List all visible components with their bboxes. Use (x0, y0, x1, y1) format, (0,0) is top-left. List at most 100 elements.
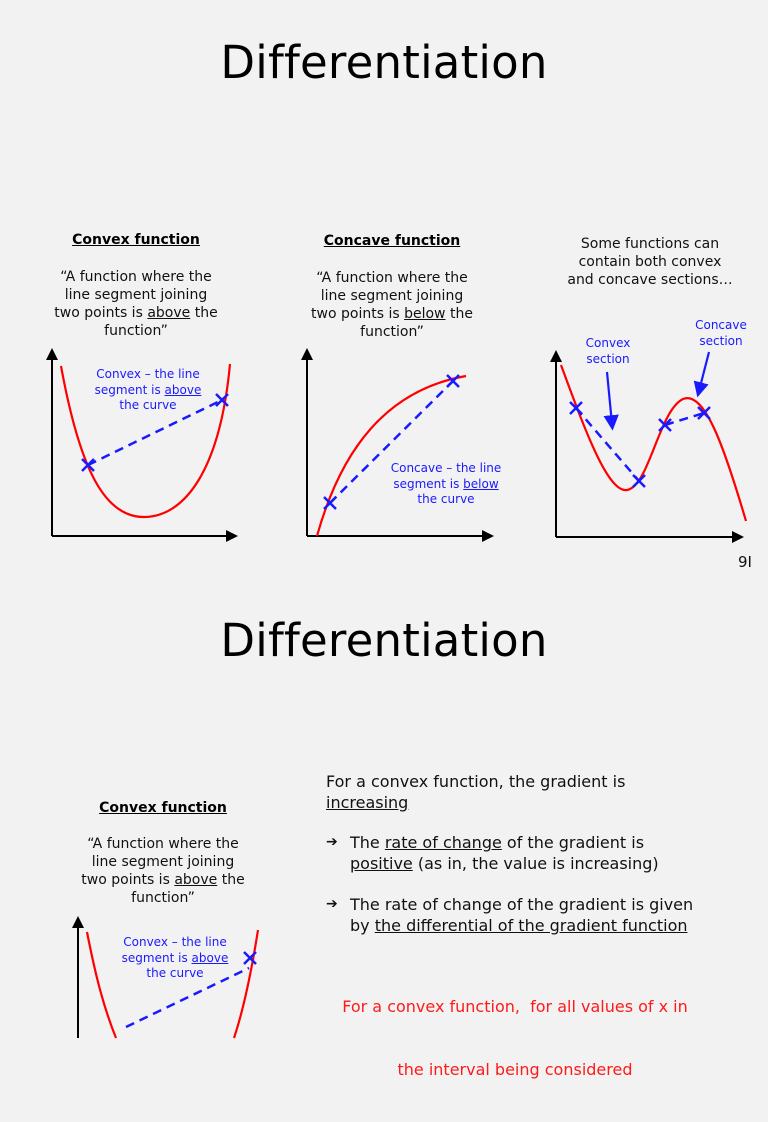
bullet-item: ➔ The rate of change of the gradient is … (326, 894, 766, 936)
note-line: Concave – the line (390, 461, 502, 475)
bullet-text: The rate of change of the gradient is gi… (350, 894, 693, 936)
slide-title: Differentiation (220, 614, 548, 667)
text: The (350, 833, 385, 852)
note-line: the curve (119, 398, 177, 412)
convex-heading: Convex function (72, 232, 200, 248)
concave-heading: Concave function (323, 233, 461, 249)
cross-marker-icon (81, 458, 95, 472)
conclusion-line: the interval being considered (397, 1060, 633, 1079)
note-line: segment is below (366, 477, 526, 493)
convex-definition: “A function where the line segment joini… (63, 835, 263, 907)
emphasis: below (404, 306, 446, 322)
quote-line: “A function where the (87, 836, 239, 852)
quote-line: two points is above the (63, 871, 263, 889)
cross-marker-icon (569, 401, 583, 415)
slide-title: Differentiation (220, 36, 548, 89)
concave-chord-segment (664, 411, 705, 427)
convex-definition: “A function where the line segment joini… (36, 268, 236, 340)
cross-marker-icon (215, 393, 229, 407)
quote-line: two points is above the (36, 304, 236, 322)
intro-line: For a convex function, the gradient is (326, 772, 626, 791)
text: two points is (81, 872, 175, 888)
concave-graph (301, 348, 494, 542)
cross-marker-icon (658, 418, 672, 432)
emphasis: above (164, 382, 202, 397)
convex-heading: Convex function (99, 800, 227, 816)
label-line: section (586, 351, 630, 366)
cross-marker-icon (243, 951, 257, 965)
concave-section-label: Concave section (681, 318, 761, 349)
intro-line: and concave sections… (567, 272, 733, 288)
arrow-right-icon: ➔ (326, 896, 338, 912)
text: the (445, 306, 473, 322)
text: (as in, the value is increasing) (412, 854, 659, 873)
bullet-text: The rate of change of the gradient is po… (350, 832, 659, 874)
convex-note: Convex – the line segment is above the c… (68, 367, 228, 414)
text: The rate of change of the gradient is gi… (350, 895, 694, 914)
note-line: the curve (146, 966, 204, 980)
text: two points is (311, 306, 405, 322)
intro-line: contain both convex (578, 254, 722, 270)
convex-chord-segment (575, 407, 640, 482)
mixed-intro: Some functions can contain both convex a… (550, 235, 750, 289)
text: segment is (94, 382, 165, 397)
note-line: segment is above (68, 383, 228, 399)
cross-marker-icon (446, 374, 460, 388)
intro-line: Some functions can (580, 236, 720, 252)
slide-1: Differentiation Convex function “A funct… (36, 36, 761, 571)
label-line: section (699, 333, 743, 348)
emphasis: above (174, 872, 218, 888)
mixed-graph (550, 350, 748, 543)
convex-graph (46, 348, 238, 542)
concave-curve (315, 374, 467, 537)
quote-line: line segment joining (64, 287, 208, 303)
note-line: the curve (417, 492, 475, 506)
emphasis: rate of change (384, 833, 502, 852)
gradient-intro: For a convex function, the gradient is i… (326, 771, 746, 813)
label-line: Concave (695, 318, 747, 332)
cubic-curve (559, 364, 748, 522)
quote-line: line segment joining (91, 854, 235, 870)
text: the (190, 305, 218, 321)
quote-line: function” (131, 890, 195, 906)
cross-marker-icon (697, 406, 711, 420)
quote-line: two points is below the (292, 305, 492, 323)
emphasis: above (191, 950, 229, 965)
text: segment is (393, 476, 464, 491)
convex-note: Convex – the line segment is above the c… (95, 935, 255, 982)
chord-segment (125, 966, 250, 1029)
quote-line: “A function where the (316, 270, 468, 286)
pointer-arrow-icon (603, 371, 619, 431)
text: of the gradient is (501, 833, 645, 852)
emphasis: positive (350, 854, 413, 873)
chord-segment (87, 398, 223, 467)
emphasis: the differential of the gradient functio… (374, 916, 688, 935)
convex-section-label: Convex section (568, 336, 648, 367)
quote-line: function” (360, 324, 424, 340)
text: the (217, 872, 245, 888)
quote-line: function” (104, 323, 168, 339)
slide-2: Differentiation Convex function “A funct… (0, 590, 768, 1079)
note-line: segment is above (95, 951, 255, 967)
note-line: Convex – the line (123, 935, 227, 949)
emphasis: increasing (326, 793, 409, 812)
concave-note: Concave – the line segment is below the … (366, 461, 526, 508)
page-number: 9I (738, 553, 752, 571)
note-line: Convex – the line (96, 367, 200, 381)
convex-curve (59, 363, 232, 519)
emphasis: below (463, 476, 499, 491)
text: two points is (54, 305, 148, 321)
emphasis: above (147, 305, 191, 321)
pointer-arrow-icon (693, 351, 711, 398)
label-line: Convex (585, 336, 631, 350)
quote-line: line segment joining (320, 288, 464, 304)
arrow-right-icon: ➔ (326, 834, 338, 850)
cross-marker-icon (632, 474, 646, 488)
text: segment is (121, 950, 192, 965)
text: by (350, 916, 375, 935)
convex-conclusion: For a convex function, for all values of… (310, 954, 720, 1122)
conclusion-line: For a convex function, for all values of… (342, 997, 688, 1016)
bullet-item: ➔ The rate of change of the gradient is … (326, 832, 756, 874)
quote-line: “A function where the (60, 269, 212, 285)
concave-definition: “A function where the line segment joini… (292, 269, 492, 341)
